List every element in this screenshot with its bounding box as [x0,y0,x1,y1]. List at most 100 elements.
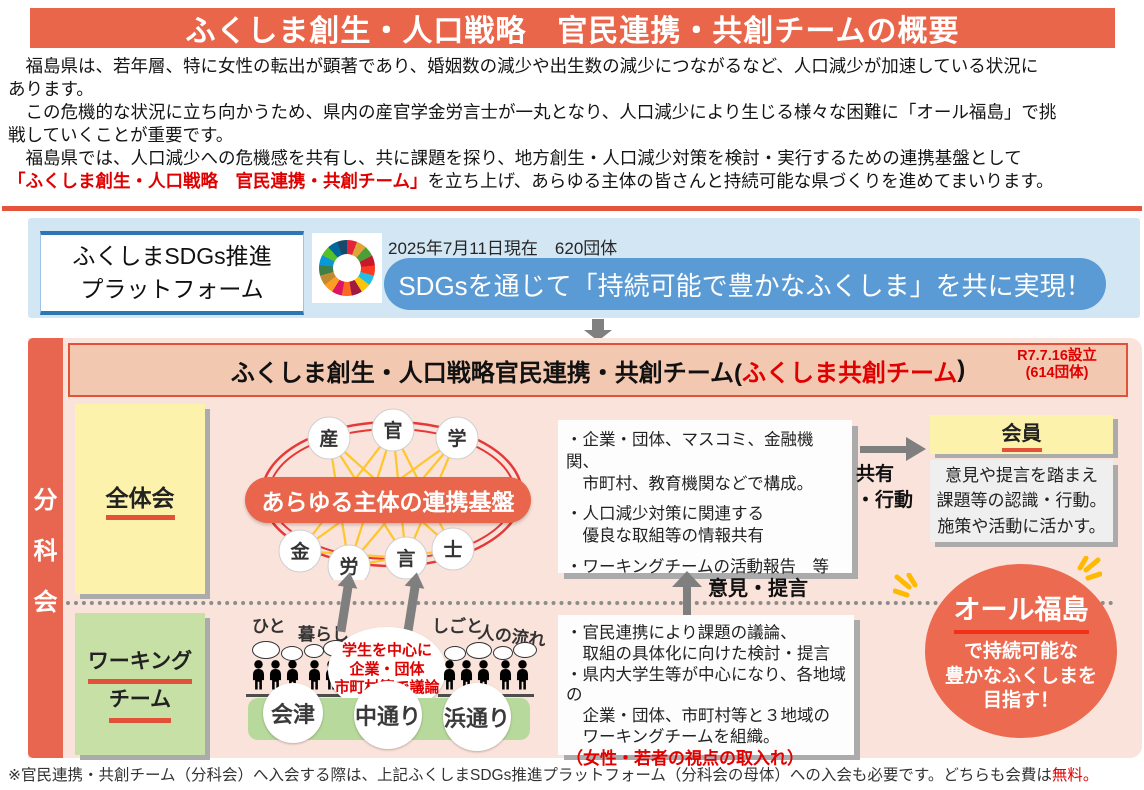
up-arrow-head-icon [672,571,702,587]
red-separator [2,206,1142,211]
node-label: 言 [396,547,415,570]
person-icon [516,660,529,690]
region-nakadori: 中通り [354,681,422,749]
share-label-line2: ・行動 [856,489,914,511]
goal-circle: オール福島 で持続可能な 豊かなふくしまを 目指す！ [925,564,1117,738]
platform-label-line2: プラットフォーム [80,276,264,302]
intro-paragraphs: 福島県は、若年層、特に女性の転出が顕著であり、婚姻数の減少や出生数の減少につなが… [8,55,1140,193]
dotted-divider [66,601,1114,605]
sdgs-platform-label: ふくしまSDGs推進 プラットフォーム [40,231,304,315]
subcommittee-sidebar: 分 科 会 [28,338,63,758]
goal-title: オール福島 [953,588,1089,634]
working-label-line2: チーム [108,684,172,723]
info-line: ・官民連携により課題の議論、 [566,624,797,642]
working-team-box: ワーキング チーム [75,613,205,755]
working-info-box: ・官民連携により課題の議論、 取組の具体化に向けた検討・提言 ・県内大学生等が中… [558,615,854,768]
intro-line: 「ふくしま創生・人口戦略 官民連携・共創チーム」を立ち上げ、あらゆる主体の皆さん… [8,170,1140,193]
team-header-bar: ふくしま創生・人口戦略官民連携・共創チーム(ふくしま共創チーム) [68,343,1128,397]
sdgs-slogan-pill: SDGsを通じて「持続可能で豊かなふくしま」を共に実現！ [384,258,1106,310]
member-description-box: 意見や提言を踏まえ 課題等の認識・行動。 施策や活動に活かす。 [930,460,1113,542]
intro-line: 戦していくことが重要です。 [8,125,234,145]
goal-line: 豊かなふくしまを [944,665,1097,687]
info-line: 優良な取組等の情報共有 [566,527,765,546]
footnote-text: ※官民連携・共創チーム（分科会）へ入会する際は、上記ふくしまSDGs推進プラット… [8,767,1052,784]
sidebar-char: 会 [33,588,58,616]
info-line: 企業・団体、市町村等と３地域の [566,707,831,726]
speech-bubble [493,646,513,660]
footnote: ※官民連携・共創チーム（分科会）へ入会する際は、上記ふくしまSDGs推進プラット… [8,763,1098,785]
info-line: ・ワーキングチームの活動報告 等 [566,557,830,576]
region-hamadori: 浜通り [443,683,511,751]
intro-line: 福島県では、人口減少への危機感を共有し、共に課題を探り、地方創生・人口減少対策を… [8,148,1022,168]
member-label: 会員 [1001,417,1042,452]
sparkle-icon [1077,556,1102,581]
node-label: 産 [319,427,338,450]
speech-bubble [444,646,466,661]
intro-line: この危機的な状況に立ち向かうため、県内の産官学金労言士が一丸となり、人口減少によ… [8,102,1057,122]
person-icon [499,660,512,690]
node-label: 官 [383,419,402,442]
person-icon [252,660,265,690]
sidebar-char: 分 [33,486,58,514]
member-box: 会員 [930,415,1113,454]
founding-date: R7.7.16設立 [1017,348,1097,364]
info-line-red: （女性・若者の視点の取入れ） [566,748,804,768]
label-hito: ひと [252,617,286,636]
working-label-line1: ワーキング [87,646,193,684]
info-line: 取組の具体化に向けた検討・提言 [566,644,831,663]
intro-line-rest: を立ち上げ、あらゆる主体の皆さんと持続可能な県づくりを進めてまいります。 [427,171,1054,191]
member-desc-line: 施策や活動に活かす。 [937,516,1106,536]
member-desc-line: 意見や提言を踏まえ [945,465,1098,485]
plenary-box: 全体会 [75,404,205,594]
team-name-highlight: 「ふくしま創生・人口戦略 官民連携・共創チーム」 [8,171,428,191]
member-desc-line: 課題等の認識・行動。 [936,491,1107,511]
info-line: ワーキングチームを組織。 [566,727,780,746]
student-line: 企業・団体 [349,660,425,678]
share-action-label: 共有 ・行動 [856,462,913,513]
footnote-free-highlight: 無料。 [1051,767,1099,784]
plenary-info-box: ・企業・団体、マスコミ、金融機関、 市町村、教育機関などで構成。 ・人口減少対策… [558,420,852,576]
goal-line: で持続可能な [963,640,1078,662]
founding-badge: R7.7.16設立 (614団体) [992,348,1122,383]
page-title: ふくしま創生・人口戦略 官民連携・共創チームの概要 [30,8,1115,48]
speech-bubble [252,641,280,659]
info-line: ・県内大学生等が中心になり、各地域の [566,665,846,705]
sdgs-wheel-ring [319,240,375,296]
node-label: 士 [443,539,462,561]
person-icon [269,660,282,690]
node-label: 学 [447,427,466,450]
info-line: ・企業・団体、マスコミ、金融機関、 [566,431,814,471]
founding-count: (614団体) [1025,365,1089,382]
student-line: 学生を中心に [341,641,432,659]
node-label: 金 [289,540,310,563]
speech-bubble [513,642,537,658]
right-arrow-head-icon [906,437,926,461]
up-arrow-icon [683,587,691,617]
intro-line: 福島県は、若年層、特に女性の転出が顕著であり、婚姻数の減少や出生数の減少につなが… [8,56,1039,76]
goal-line: 目指す！ [982,690,1059,712]
sidebar-char: 科 [33,537,58,565]
speech-bubble [466,642,492,659]
plenary-label: 全体会 [105,479,175,520]
info-line: ・人口減少対策に関連する [566,505,764,524]
team-header-post: ) [957,356,966,383]
down-arrow-icon [592,319,604,330]
team-header-red: ふくしま共創チーム [742,359,958,387]
member-count-text: 2025年7月11日現在 620団体 [388,239,618,258]
person-icon [308,660,321,690]
opinion-proposal-label: 意見・提言 [708,578,808,600]
label-shigoto: しごと [432,617,483,636]
team-header-pre: ふくしま創生・人口戦略官民連携・共創チーム( [230,359,742,387]
sdgs-wheel-icon [312,233,382,303]
hub-pill: あらゆる主体の連携基盤 [245,477,531,523]
down-arrow-head-icon [584,330,612,341]
info-line: 市町村、教育機関などで構成。 [566,474,814,493]
intro-line: あります。 [8,79,94,99]
share-label-line1: 共有 [856,464,895,485]
speech-bubble [304,644,324,658]
platform-label-line1: ふくしまSDGs推進 [72,242,272,269]
network-nodes: 産 官 学 金 労 言 士 [278,408,479,580]
sparkle-icon [893,573,918,598]
right-arrow-icon [860,446,906,453]
